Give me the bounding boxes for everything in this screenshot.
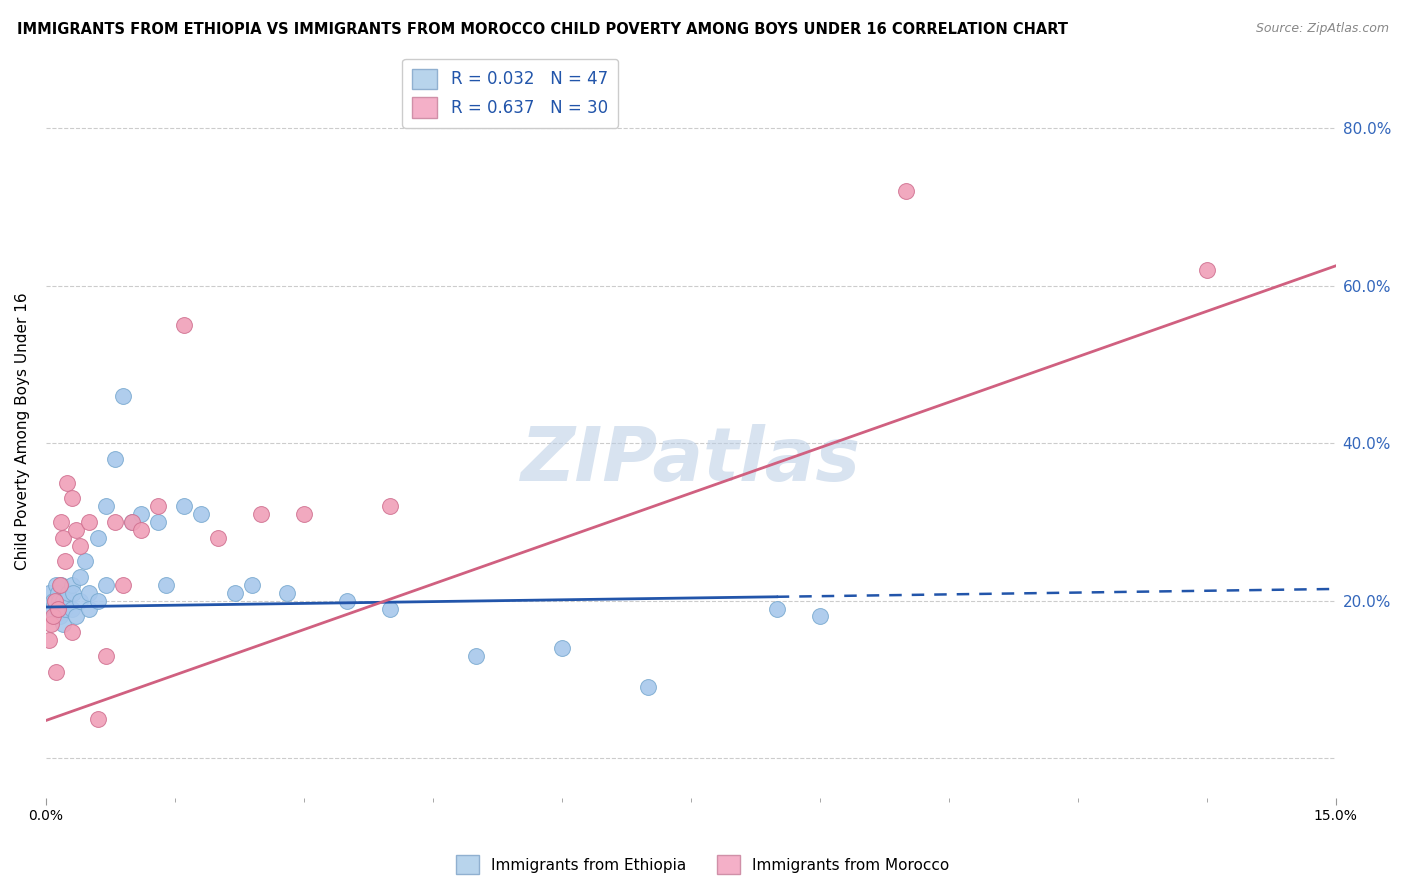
Point (60, 491, 83, 506)
Point (48, 578, 70, 592)
Legend: Immigrants from Ethiopia, Immigrants from Morocco: Immigrants from Ethiopia, Immigrants fro… (450, 849, 956, 880)
Point (94, 578, 117, 592)
Point (45, 665, 67, 679)
Point (44, 593, 66, 607)
Point (60, 625, 83, 640)
Point (378, 601, 401, 615)
Point (112, 578, 135, 592)
Point (551, 640, 574, 655)
Point (240, 578, 263, 592)
Text: Source: ZipAtlas.com: Source: ZipAtlas.com (1256, 22, 1389, 36)
Point (52, 593, 75, 607)
Point (65, 523, 87, 537)
Text: IMMIGRANTS FROM ETHIOPIA VS IMMIGRANTS FROM MOROCCO CHILD POVERTY AMONG BOYS UND: IMMIGRANTS FROM ETHIOPIA VS IMMIGRANTS F… (17, 22, 1069, 37)
Point (1195, 263, 1218, 277)
Point (44, 609, 66, 624)
Point (60, 578, 83, 592)
Point (52, 617, 75, 632)
Point (38, 586, 60, 600)
Point (104, 515, 127, 529)
Point (808, 609, 831, 624)
Point (129, 507, 152, 521)
Point (48, 593, 70, 607)
Point (46, 601, 69, 615)
Point (77, 586, 100, 600)
Point (146, 499, 169, 513)
Point (155, 578, 177, 592)
Legend: R = 0.032   N = 47, R = 0.637   N = 30: R = 0.032 N = 47, R = 0.637 N = 30 (402, 59, 619, 128)
Point (60, 601, 83, 615)
Point (121, 515, 143, 529)
Point (62, 586, 84, 600)
Point (173, 499, 195, 513)
Point (44, 593, 66, 607)
Point (52, 531, 75, 545)
Point (53, 554, 76, 568)
Point (77, 601, 100, 615)
Point (39, 601, 62, 615)
Point (38, 633, 60, 648)
Point (94, 648, 117, 663)
Point (250, 507, 273, 521)
Point (77, 515, 100, 529)
Point (69, 593, 91, 607)
Point (190, 507, 212, 521)
Point (765, 601, 787, 615)
Point (45, 578, 67, 592)
Y-axis label: Child Poverty Among Boys Under 16: Child Poverty Among Boys Under 16 (15, 293, 30, 570)
Point (378, 499, 401, 513)
Point (69, 570, 91, 584)
Point (46, 586, 69, 600)
Point (58, 586, 80, 600)
Point (121, 515, 143, 529)
Point (637, 681, 659, 695)
Point (42, 593, 65, 607)
Point (48, 609, 70, 624)
Point (336, 593, 359, 607)
Point (224, 586, 246, 600)
Point (207, 531, 229, 545)
Point (146, 515, 169, 529)
Point (276, 586, 298, 600)
Point (56, 475, 79, 490)
Point (73, 554, 96, 568)
Point (894, 184, 917, 198)
Point (86, 593, 108, 607)
Point (51, 578, 73, 592)
Point (65, 609, 87, 624)
Point (94, 499, 117, 513)
Point (129, 523, 152, 537)
Point (55, 593, 77, 607)
Point (46, 601, 69, 615)
Point (104, 451, 127, 466)
Point (51, 515, 73, 529)
Point (112, 389, 135, 403)
Point (39, 617, 62, 632)
Point (86, 531, 108, 545)
Point (69, 539, 91, 553)
Point (464, 648, 486, 663)
Point (53, 601, 76, 615)
Point (292, 507, 315, 521)
Point (173, 318, 195, 332)
Point (42, 609, 65, 624)
Text: ZIPatlas: ZIPatlas (520, 424, 860, 497)
Point (86, 712, 108, 726)
